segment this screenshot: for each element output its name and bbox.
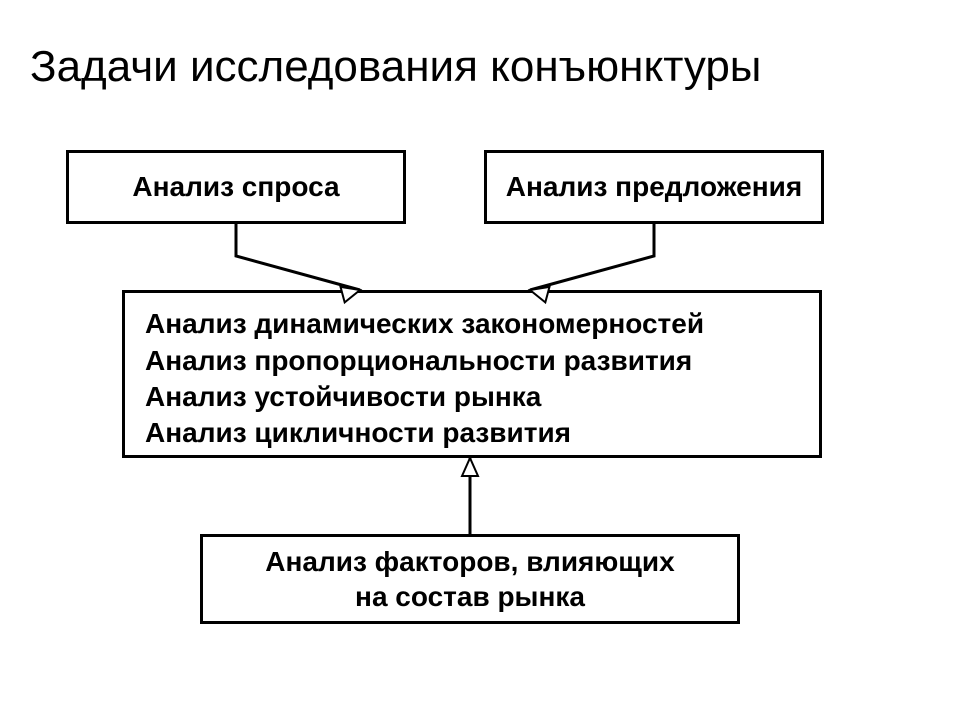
edge-line xyxy=(530,224,654,290)
node-factors-analysis: Анализ факторов, влияющих на состав рынк… xyxy=(200,534,740,624)
factors-line: на состав рынка xyxy=(203,579,737,614)
factors-line: Анализ факторов, влияющих xyxy=(203,544,737,579)
node-supply-analysis: Анализ предложения xyxy=(484,150,824,224)
node-supply-label: Анализ предложения xyxy=(487,171,821,203)
node-analyses-list: Анализ динамических закономерностей Анал… xyxy=(122,290,822,458)
node-demand-analysis: Анализ спроса xyxy=(66,150,406,224)
analysis-line: Анализ пропорциональности развития xyxy=(145,343,819,379)
diagram-title: Задачи исследования конъюнктуры xyxy=(30,42,761,92)
analysis-line: Анализ устойчивости рынка xyxy=(145,379,819,415)
node-analyses-lines: Анализ динамических закономерностей Анал… xyxy=(125,296,819,452)
diagram-canvas: { "diagram": { "type": "flowchart", "bac… xyxy=(0,0,960,720)
analysis-line: Анализ цикличности развития xyxy=(145,415,819,451)
node-demand-label: Анализ спроса xyxy=(69,171,403,203)
analysis-line: Анализ динамических закономерностей xyxy=(145,306,819,342)
edge-line xyxy=(236,224,360,290)
node-factors-lines: Анализ факторов, влияющих на состав рынк… xyxy=(203,544,737,614)
edge-arrowhead xyxy=(462,458,478,476)
